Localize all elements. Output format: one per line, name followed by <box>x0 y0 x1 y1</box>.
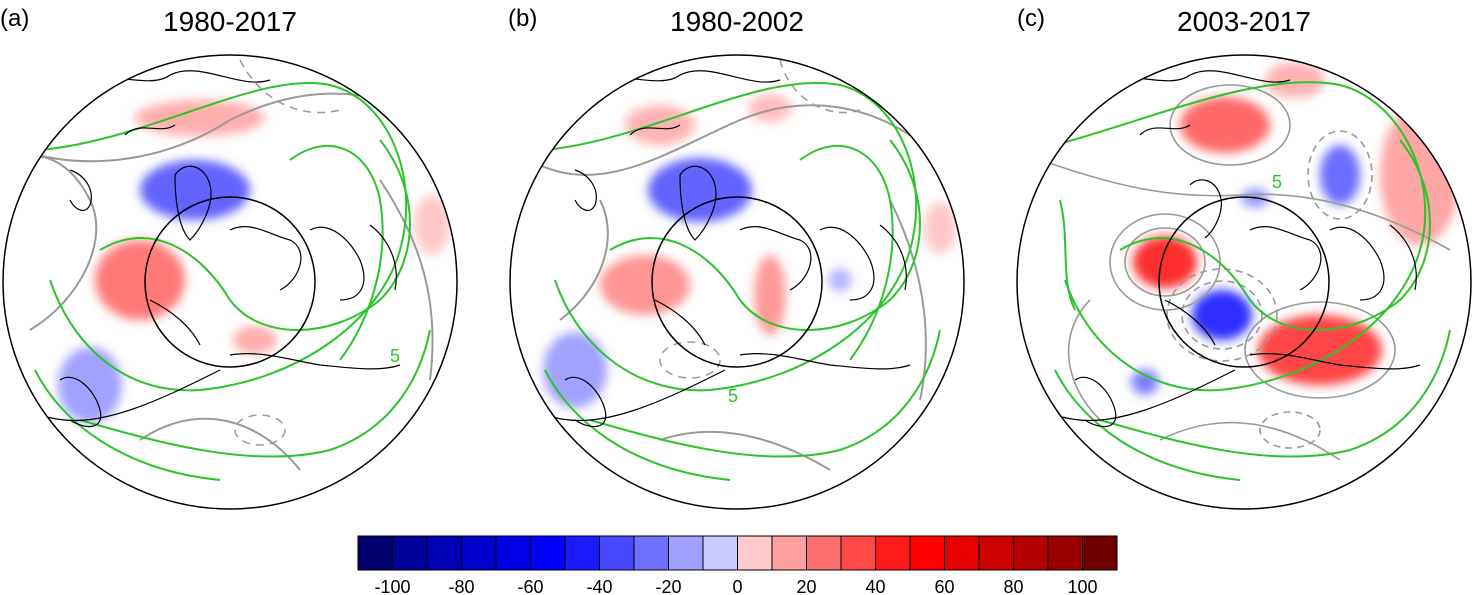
panel-b-positive-anomaly-edge <box>924 202 956 254</box>
colorbar: -100 -80 -60 -40 -20 0 20 40 60 80 100 <box>357 535 1118 595</box>
colorbar-box <box>461 535 497 571</box>
panel-a-positive-anomaly-edge <box>414 195 450 255</box>
panel-b-map-border <box>509 54 965 510</box>
panel-b-letter: (b) <box>508 5 537 32</box>
panel-a-positive-anomaly-baffin <box>95 240 185 320</box>
panel-b-title: 1980-2002 <box>670 6 804 37</box>
panel-c-contour-label: 5 <box>1272 172 1282 192</box>
colorbar-box <box>530 535 566 571</box>
panel-c: (c) 2003-2017 <box>1016 5 1472 510</box>
panel-b-positive-anomaly-asia-east <box>748 94 792 122</box>
panel-a-positive-anomaly-alaska <box>233 326 277 354</box>
panel-b-positive-anomaly-asia <box>625 105 695 145</box>
colorbar-tick-label: -20 <box>655 577 681 595</box>
colorbar-box <box>1013 535 1049 571</box>
colorbar-box <box>840 535 876 571</box>
panel-a-negative-anomaly-europe <box>140 160 250 220</box>
colorbar-tick-label: 40 <box>865 577 885 595</box>
colorbar-tick-label: -40 <box>586 577 612 595</box>
panel-a-negative-anomaly-pacific <box>58 347 122 423</box>
panel-a-anomaly-shading <box>58 100 450 423</box>
panel-a-coastlines <box>39 70 401 428</box>
colorbar-box <box>495 535 531 571</box>
panel-c-negative-anomaly-canada <box>1192 290 1252 340</box>
colorbar-box <box>599 535 635 571</box>
panel-c-negative-anomaly-europe <box>1320 145 1360 205</box>
panel-c-title: 2003-2017 <box>1177 6 1311 37</box>
colorbar-labels: -100 -80 -60 -40 -20 0 20 40 60 80 100 <box>374 577 1097 595</box>
colorbar-box <box>357 535 393 571</box>
panel-c-negative-anomaly-pacific-small <box>1131 369 1159 395</box>
colorbar-box <box>1047 535 1083 571</box>
panel-c-positive-anomaly-asia <box>1180 97 1270 153</box>
panel-c-positive-anomaly-baffin <box>1133 236 1197 288</box>
colorbar-box <box>702 535 738 571</box>
colorbar-tick-label: -100 <box>374 577 410 595</box>
panel-a-jet-contours <box>34 81 431 481</box>
panel-c-positive-anomaly-asia-north <box>1265 62 1325 98</box>
panel-b-anomaly-shading <box>543 94 956 408</box>
panel-b: (b) 1980-2002 <box>508 5 965 510</box>
panel-c-letter: (c) <box>1017 5 1045 32</box>
colorbar-box <box>668 535 704 571</box>
panel-a: (a) 1980-2017 <box>0 5 458 510</box>
colorbar-tick-label: 0 <box>732 577 742 595</box>
panel-a-arctic-circle <box>144 196 316 368</box>
colorbar-box <box>392 535 428 571</box>
colorbar-box <box>978 535 1014 571</box>
panel-b-negative-anomaly-small <box>828 268 852 292</box>
colorbar-boxes <box>357 535 1118 571</box>
panel-b-map-background <box>510 55 964 509</box>
panel-c-jet-contours <box>1054 81 1451 481</box>
colorbar-box <box>944 535 980 571</box>
panel-b-anomaly-contours <box>529 59 931 471</box>
panel-b-negative-anomaly-pacific <box>543 332 607 408</box>
panel-b-negative-anomaly-europe <box>648 158 752 222</box>
colorbar-tick-label: 80 <box>1003 577 1023 595</box>
colorbar-box <box>806 535 842 571</box>
panel-a-map-border <box>2 54 458 510</box>
colorbar-tick-label: -80 <box>448 577 474 595</box>
panel-c-arctic-circle <box>1158 196 1330 368</box>
panel-c-map-border <box>1016 54 1472 510</box>
colorbar-box <box>737 535 773 571</box>
panel-b-arctic-circle <box>651 196 823 368</box>
panel-c-coastlines <box>1054 70 1421 428</box>
panel-a-positive-anomaly-asia <box>135 100 265 136</box>
colorbar-tick-label: -60 <box>517 577 543 595</box>
panel-a-title: 1980-2017 <box>163 6 297 37</box>
colorbar-tick-label: 60 <box>934 577 954 595</box>
panel-c-positive-anomaly-pacific <box>1258 315 1382 385</box>
panel-c-anomaly-contours <box>1039 84 1451 461</box>
colorbar-box <box>1082 535 1118 571</box>
panel-b-positive-anomaly-baffin <box>600 255 690 315</box>
colorbar-box <box>564 535 600 571</box>
colorbar-box <box>909 535 945 571</box>
colorbar-box <box>426 535 462 571</box>
colorbar-box <box>633 535 669 571</box>
colorbar-tick-label: 20 <box>796 577 816 595</box>
colorbar-tick-label: 100 <box>1067 577 1097 595</box>
panel-b-contour-label: 5 <box>728 386 738 406</box>
panel-b-positive-anomaly-canada <box>754 255 786 335</box>
panel-a-contour-label: 5 <box>390 346 400 366</box>
colorbar-box <box>875 535 911 571</box>
colorbar-box <box>771 535 807 571</box>
panel-a-letter: (a) <box>0 5 29 32</box>
